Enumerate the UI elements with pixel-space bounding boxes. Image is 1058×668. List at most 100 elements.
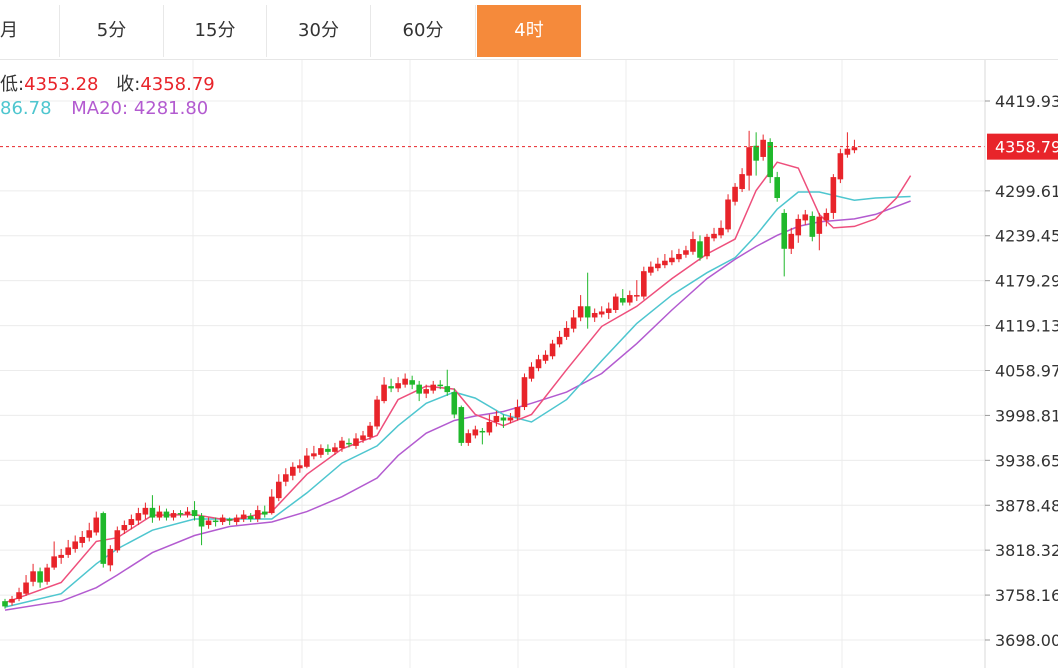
candle-1 [9,595,15,606]
candle-body [521,377,528,408]
candle-93 [655,257,661,272]
candle-45 [318,444,324,458]
candle-body [135,513,142,521]
candle-body [704,236,710,257]
candle-body [16,592,22,599]
candle-92 [648,261,654,276]
tab-60min[interactable]: 60分 [371,5,476,57]
candle-3 [23,575,29,596]
candle-body [65,547,71,555]
candle-73 [514,399,521,421]
candle-0 [2,598,8,609]
tab-5min[interactable]: 5分 [60,5,164,57]
candle-24 [170,510,177,521]
candle-53 [374,395,380,430]
candle-body [283,474,289,482]
tab-30min[interactable]: 30分 [267,5,371,57]
candle-body [240,514,247,520]
candle-body [493,416,500,422]
candle-37 [261,505,268,518]
candle-body [311,453,317,457]
y-tick-label-4: 4119.13 [995,317,1058,336]
candle-body [676,254,682,260]
candle-51 [360,430,366,443]
candle-31 [219,514,226,526]
candle-body [142,507,149,515]
candle-47 [332,442,338,455]
candle-119 [837,148,844,184]
candle-body [205,520,212,526]
candle-body [51,556,57,568]
candle-body [226,519,233,521]
candle-115 [809,211,816,242]
candle-body [767,142,773,178]
candle-79 [556,330,563,348]
tab-15min[interactable]: 15分 [164,5,267,57]
candle-body [542,354,549,361]
candle-82 [577,295,584,322]
candle-body [634,295,640,297]
candle-80 [563,321,570,340]
candlestick-chart[interactable]: 4419.93 4299.61 4239.45 4179.29 4119.13 4058.… [0,60,1058,668]
candle-body [472,429,479,436]
candle-2 [16,587,22,602]
candle-118 [830,174,837,219]
candle-body [669,257,675,263]
candle-body [318,448,324,455]
candle-4 [30,563,36,587]
tab-month[interactable]: 月 [0,5,60,57]
candle-23 [163,508,170,521]
candle-20 [142,502,149,520]
candle-42 [297,459,303,473]
candle-body [830,177,837,213]
candle-43 [304,448,310,469]
candle-94 [662,254,668,269]
candle-body [802,214,809,221]
tab-4hour[interactable]: 4时 [477,5,581,57]
candle-113 [795,214,802,243]
candle-35 [247,513,254,523]
candle-body [30,571,36,582]
candle-95 [669,250,675,266]
candle-111 [781,209,788,277]
candle-body [290,466,296,476]
candle-body [86,530,93,538]
candle-68 [479,427,486,445]
candle-body [72,541,78,549]
candle-body [844,148,851,155]
candle-body [781,212,788,249]
candle-112 [788,227,795,255]
candle-33 [233,514,240,526]
current-price-badge [987,133,1058,160]
candle-116 [816,212,823,251]
candle-10 [72,535,78,553]
y-tick-label-1: 4299.61 [995,182,1058,201]
candle-body [725,199,731,230]
candle-65 [458,405,465,446]
candle-83 [584,272,591,329]
candle-body [528,366,535,379]
candle-104 [732,183,738,206]
candle-body [451,392,458,415]
candle-46 [325,444,331,455]
candle-body [697,241,703,258]
candle-body [514,407,521,418]
candle-body [353,438,359,446]
y-tick-label-0: 4419.93 [995,92,1058,111]
candle-body [346,442,352,445]
candle-body [458,407,465,443]
ma20-value: 4281.80 [133,98,209,119]
candle-44 [311,445,317,460]
candle-body [809,215,816,237]
candle-87 [612,293,619,313]
candle-105 [739,168,745,193]
close-value: 4358.79 [140,74,215,95]
candle-78 [549,339,556,360]
candle-body [409,380,415,385]
candle-108 [760,134,766,161]
candle-body [395,383,401,389]
candle-70 [493,410,500,427]
candle-body [388,386,394,389]
candle-body [304,455,310,467]
candle-64 [451,388,458,419]
